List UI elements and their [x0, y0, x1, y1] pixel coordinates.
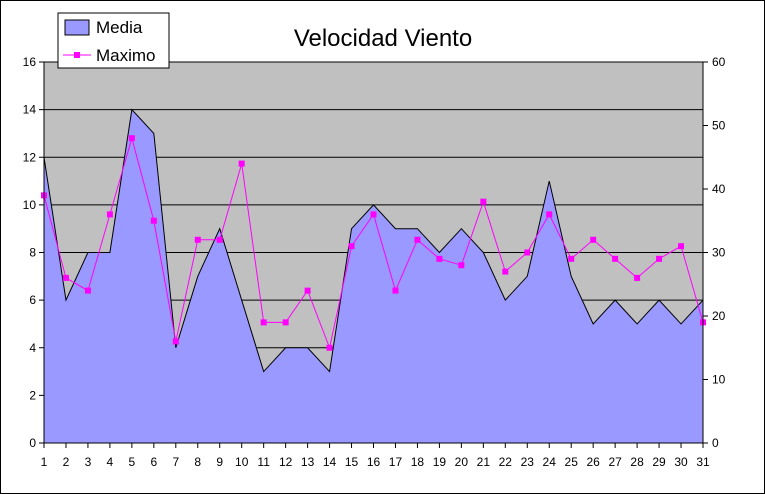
x-tick-label: 19: [433, 455, 447, 469]
maximo-marker: [282, 319, 289, 326]
x-tick-label: 6: [150, 455, 157, 469]
x-tick-label: 20: [455, 455, 469, 469]
maximo-marker: [106, 211, 113, 218]
maximo-marker: [84, 287, 91, 294]
x-tick-label: 22: [499, 455, 513, 469]
right-tick-label: 10: [712, 373, 726, 387]
x-tick-label: 30: [674, 455, 688, 469]
maximo-marker: [568, 255, 575, 262]
maximo-marker: [590, 236, 597, 243]
maximo-marker: [414, 236, 421, 243]
x-tick-label: 11: [257, 455, 270, 469]
left-tick-label: 10: [23, 198, 37, 212]
x-tick-label: 17: [389, 455, 403, 469]
right-tick-label: 60: [712, 55, 726, 69]
x-tick-label: 1: [41, 455, 48, 469]
right-tick-label: 0: [712, 436, 719, 450]
maximo-marker: [524, 249, 531, 256]
maximo-marker: [480, 198, 487, 205]
right-tick-label: 20: [712, 309, 726, 323]
right-tick-label: 50: [712, 119, 726, 133]
right-axis-tick-labels: 0 10 20 30 40 50 60: [712, 55, 726, 450]
maximo-marker: [546, 211, 553, 218]
left-tick-label: 14: [23, 103, 37, 117]
maximo-marker: [304, 287, 311, 294]
maximo-marker: [62, 274, 69, 281]
left-tick-label: 4: [29, 341, 36, 355]
x-tick-label: 12: [279, 455, 293, 469]
x-tick-label: 18: [411, 455, 425, 469]
x-tick-label: 27: [608, 455, 622, 469]
maximo-marker: [458, 262, 465, 269]
x-tick-label: 31: [696, 455, 710, 469]
maximo-marker: [238, 160, 245, 167]
x-tick-label: 5: [129, 455, 136, 469]
maximo-marker: [348, 243, 355, 250]
x-tick-label: 16: [367, 455, 381, 469]
maximo-marker: [326, 344, 333, 351]
x-tick-label: 29: [652, 455, 666, 469]
maximo-marker: [656, 255, 663, 262]
x-axis-tick-labels: 1 2 3 4 5 6 7 8 9 10 11 12 13 14 15 16 17 18 19 20 21 22 23 24 2…: [41, 455, 710, 469]
left-tick-label: 2: [29, 388, 36, 402]
x-tick-label: 23: [521, 455, 535, 469]
right-tick-label: 30: [712, 246, 726, 260]
legend-media-swatch: [64, 19, 90, 36]
chart-title: Velocidad Viento: [294, 25, 472, 52]
maximo-marker: [612, 255, 619, 262]
x-tick-label: 4: [107, 455, 114, 469]
maximo-marker: [260, 319, 267, 326]
legend-media-label: Media: [96, 18, 143, 37]
x-tick-label: 28: [630, 455, 644, 469]
x-tick-label: 2: [63, 455, 70, 469]
x-tick-label: 13: [301, 455, 315, 469]
legend-maximo-marker: [74, 52, 80, 58]
x-tick-label: 14: [323, 455, 337, 469]
maximo-marker: [634, 274, 641, 281]
x-tick-label: 26: [586, 455, 600, 469]
maximo-marker: [194, 236, 201, 243]
maximo-marker: [128, 135, 135, 142]
media-area-series: [43, 108, 704, 444]
left-tick-label: 0: [29, 436, 36, 450]
right-tick-label: 40: [712, 182, 726, 196]
maximo-marker: [370, 211, 377, 218]
left-tick-label: 16: [23, 55, 37, 69]
left-tick-label: 8: [29, 246, 36, 260]
legend: Media Maximo: [57, 12, 170, 69]
x-tick-label: 21: [477, 455, 491, 469]
x-tick-label: 7: [172, 455, 179, 469]
maximo-marker: [502, 268, 509, 275]
maximo-marker: [436, 255, 443, 262]
x-tick-label: 25: [565, 455, 579, 469]
x-tick-label: 3: [85, 455, 92, 469]
x-tick-label: 8: [194, 455, 201, 469]
left-axis-tick-labels: 0 2 4 6 8 10 12 14 16: [23, 55, 37, 450]
maximo-marker: [150, 217, 157, 224]
legend-maximo-label: Maximo: [96, 46, 156, 65]
left-tick-label: 12: [23, 150, 37, 164]
maximo-markers: [41, 135, 706, 351]
maximo-marker: [172, 338, 179, 345]
x-tick-label: 15: [345, 455, 359, 469]
maximo-marker: [216, 236, 223, 243]
left-tick-label: 6: [29, 293, 36, 307]
x-tick-label: 9: [216, 455, 223, 469]
x-tick-label: 24: [543, 455, 557, 469]
maximo-marker: [392, 287, 399, 294]
x-tick-label: 10: [235, 455, 249, 469]
axes: [39, 61, 708, 448]
maximo-marker: [678, 243, 685, 250]
